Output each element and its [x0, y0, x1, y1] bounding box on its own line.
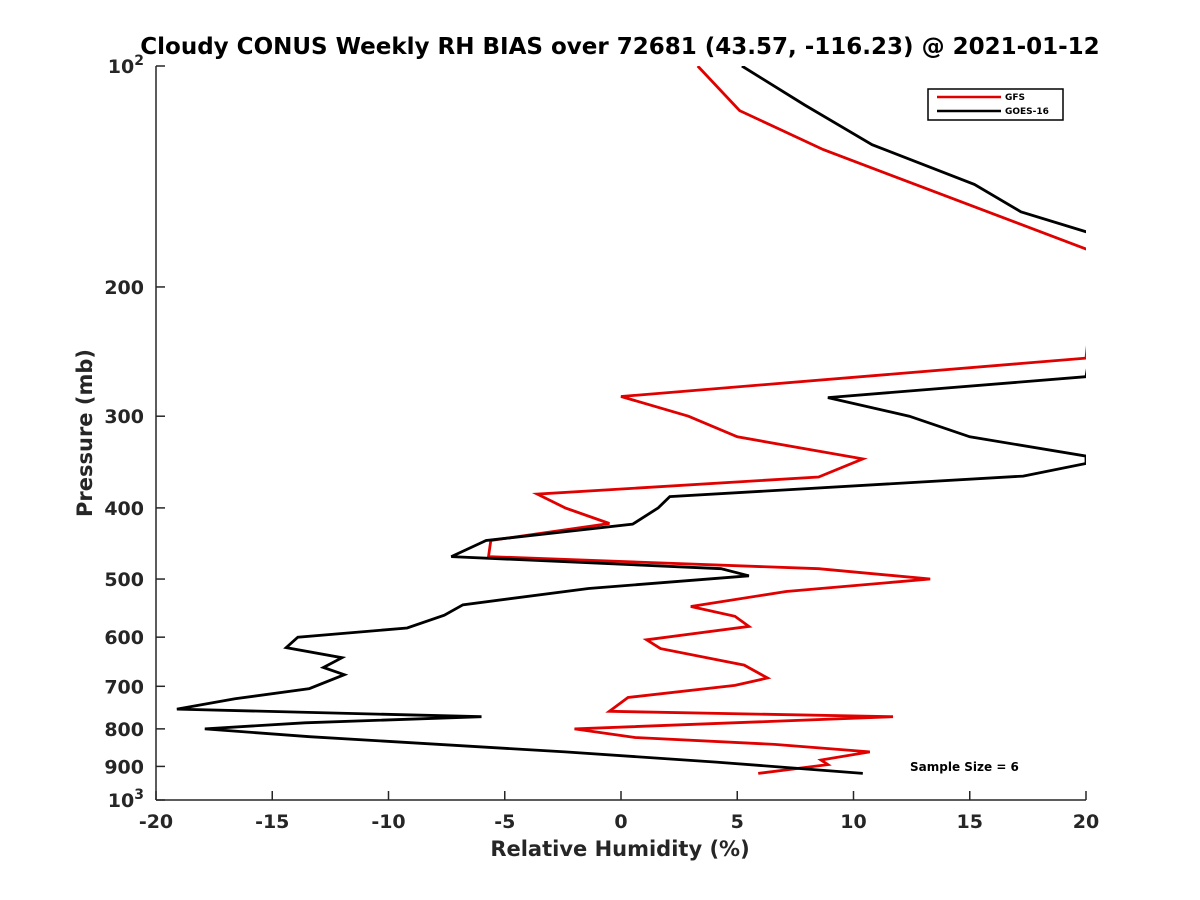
- legend-label-gfs: GFS: [1005, 93, 1025, 103]
- y-tick-label: 900: [104, 756, 144, 778]
- x-tick-label: -5: [494, 811, 515, 833]
- x-tick-label: -20: [139, 811, 173, 833]
- y-tick-label: 400: [104, 498, 144, 520]
- y-tick-label: 500: [104, 569, 144, 591]
- legend-label-goes16: GOES-16: [1005, 107, 1049, 117]
- plot-area: -20 -15 -10 -5 0 5 10 15 20 102 200 300 400 500 600 700…: [104, 53, 1099, 833]
- y-axis-label: Pressure (mb): [73, 349, 97, 517]
- series-line-goes16: [176, 66, 1086, 775]
- series-line-gfs: [486, 66, 1086, 775]
- y-tick-label: 600: [104, 627, 144, 649]
- sample-size-annotation: Sample Size = 6: [910, 760, 1019, 774]
- x-axis-label: Relative Humidity (%): [490, 837, 749, 861]
- x-tick-label: 10: [840, 811, 866, 833]
- y-tick-label: 700: [104, 676, 144, 698]
- y-tick-label: 300: [104, 406, 144, 428]
- chart-title: Cloudy CONUS Weekly RH BIAS over 72681 (…: [140, 34, 1099, 60]
- x-tick-label: -15: [255, 811, 289, 833]
- legend-box: [927, 88, 1064, 121]
- axes-layer: -20 -15 -10 -5 0 5 10 15 20 102 200 300 400 500 600 700…: [104, 53, 1099, 833]
- legend: GFS GOES-16: [927, 88, 1064, 121]
- series-layer: [176, 66, 1086, 775]
- x-tick-label: 15: [957, 811, 983, 833]
- x-tick-label: 0: [614, 811, 627, 833]
- y-tick-label: 200: [104, 277, 144, 299]
- y-tick-label: 102: [108, 53, 144, 78]
- x-tick-label: -10: [371, 811, 405, 833]
- y-tick-label: 800: [104, 719, 144, 741]
- y-tick-label: 103: [108, 787, 144, 812]
- x-tick-label: 5: [731, 811, 744, 833]
- x-tick-label: 20: [1073, 811, 1099, 833]
